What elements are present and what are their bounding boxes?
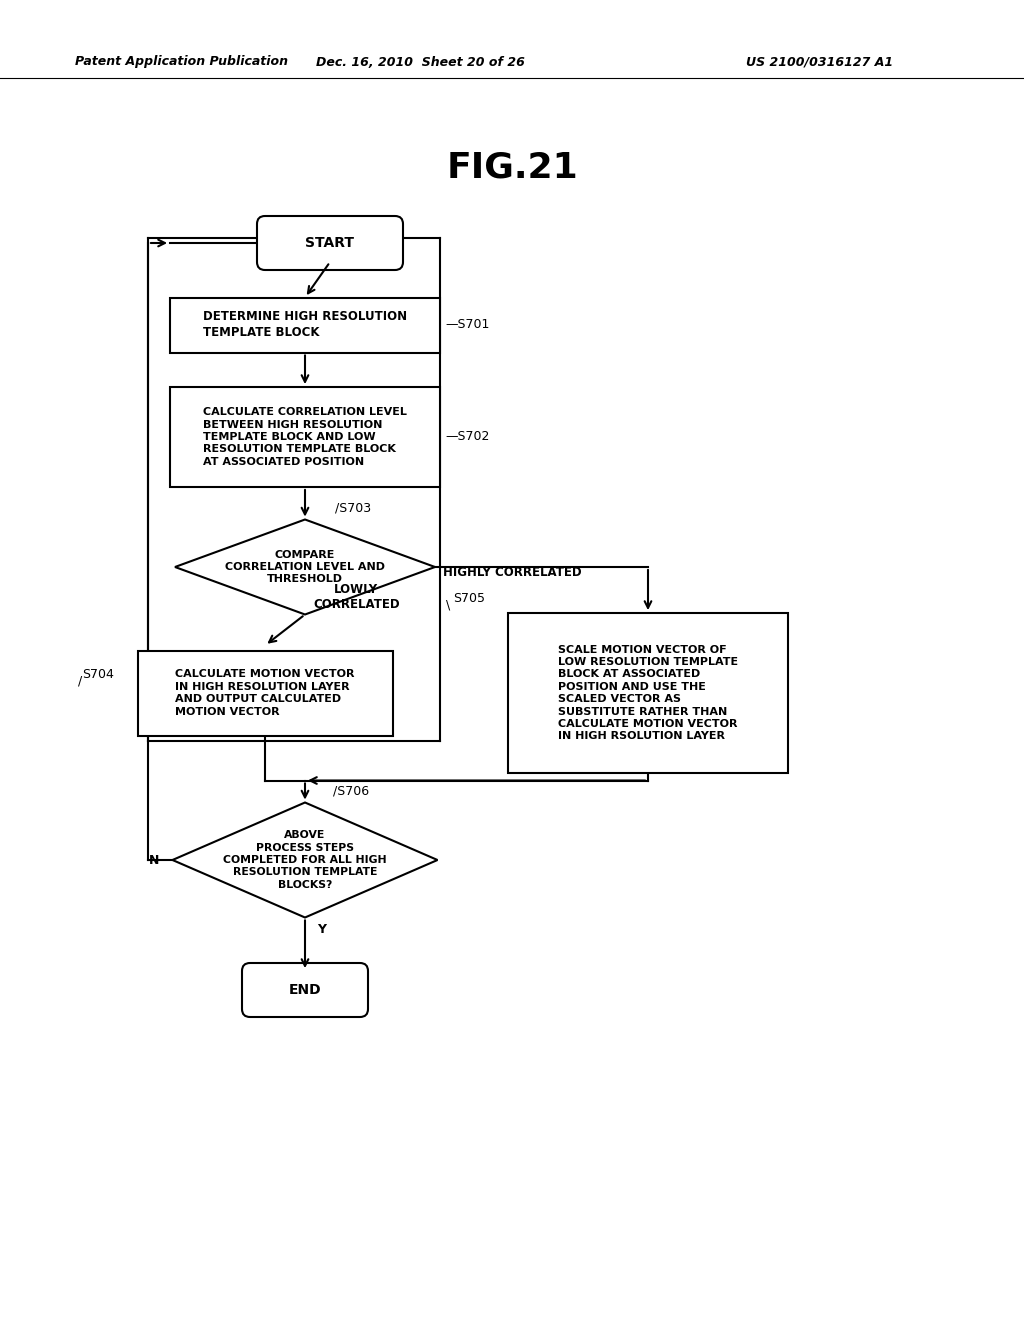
Bar [170, 387, 440, 487]
Text: Patent Application Publication: Patent Application Publication [75, 55, 288, 69]
Text: HIGHLY CORRELATED: HIGHLY CORRELATED [443, 565, 582, 578]
Text: \: \ [446, 598, 451, 611]
Text: /S706: /S706 [333, 784, 369, 797]
Bar [508, 612, 788, 774]
FancyBboxPatch shape [242, 964, 368, 1016]
Text: LOWLY
CORRELATED: LOWLY CORRELATED [313, 583, 399, 611]
Text: Dec. 16, 2010  Sheet 20 of 26: Dec. 16, 2010 Sheet 20 of 26 [315, 55, 524, 69]
Polygon shape [175, 520, 435, 615]
Text: N: N [150, 854, 160, 866]
Text: S704: S704 [83, 668, 115, 681]
Text: ABOVE
PROCESS STEPS
COMPLETED FOR ALL HIGH
RESOLUTION TEMPLATE
BLOCKS?: ABOVE PROCESS STEPS COMPLETED FOR ALL HI… [223, 830, 387, 890]
Text: CALCULATE CORRELATION LEVEL
BETWEEN HIGH RESOLUTION
TEMPLATE BLOCK AND LOW
RESOL: CALCULATE CORRELATION LEVEL BETWEEN HIGH… [203, 407, 407, 467]
Text: CALCULATE MOTION VECTOR
IN HIGH RESOLUTION LAYER
AND OUTPUT CALCULATED
MOTION VE: CALCULATE MOTION VECTOR IN HIGH RESOLUTI… [175, 669, 354, 717]
Text: DETERMINE HIGH RESOLUTION
TEMPLATE BLOCK: DETERMINE HIGH RESOLUTION TEMPLATE BLOCK [203, 310, 408, 339]
Bar [137, 651, 392, 735]
Text: —S701: —S701 [445, 318, 489, 331]
Text: SCALE MOTION VECTOR OF
LOW RESOLUTION TEMPLATE
BLOCK AT ASSOCIATED
POSITION AND : SCALE MOTION VECTOR OF LOW RESOLUTION TE… [558, 644, 738, 742]
Polygon shape [172, 803, 437, 917]
Text: —S702: —S702 [445, 430, 489, 444]
Text: START: START [305, 236, 354, 249]
Text: COMPARE
CORRELATION LEVEL AND
THRESHOLD: COMPARE CORRELATION LEVEL AND THRESHOLD [225, 549, 385, 585]
Text: Y: Y [317, 923, 326, 936]
Text: /S703: /S703 [335, 502, 371, 515]
Bar [170, 297, 440, 352]
FancyBboxPatch shape [257, 216, 403, 271]
Text: END: END [289, 983, 322, 997]
Text: S705: S705 [453, 591, 485, 605]
Text: FIG.21: FIG.21 [446, 150, 578, 185]
Text: US 2100/0316127 A1: US 2100/0316127 A1 [746, 55, 894, 69]
Text: /: / [78, 675, 82, 688]
